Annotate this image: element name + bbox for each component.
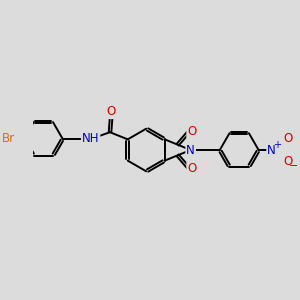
Text: O: O bbox=[187, 162, 196, 175]
Text: O: O bbox=[284, 155, 293, 168]
Text: O: O bbox=[284, 132, 293, 145]
Text: −: − bbox=[289, 161, 298, 171]
Text: Br: Br bbox=[2, 132, 15, 146]
Text: O: O bbox=[187, 125, 196, 138]
Text: N: N bbox=[267, 143, 276, 157]
Text: +: + bbox=[273, 140, 281, 150]
Text: N: N bbox=[186, 143, 195, 157]
Text: O: O bbox=[106, 105, 116, 118]
Text: NH: NH bbox=[82, 132, 99, 146]
